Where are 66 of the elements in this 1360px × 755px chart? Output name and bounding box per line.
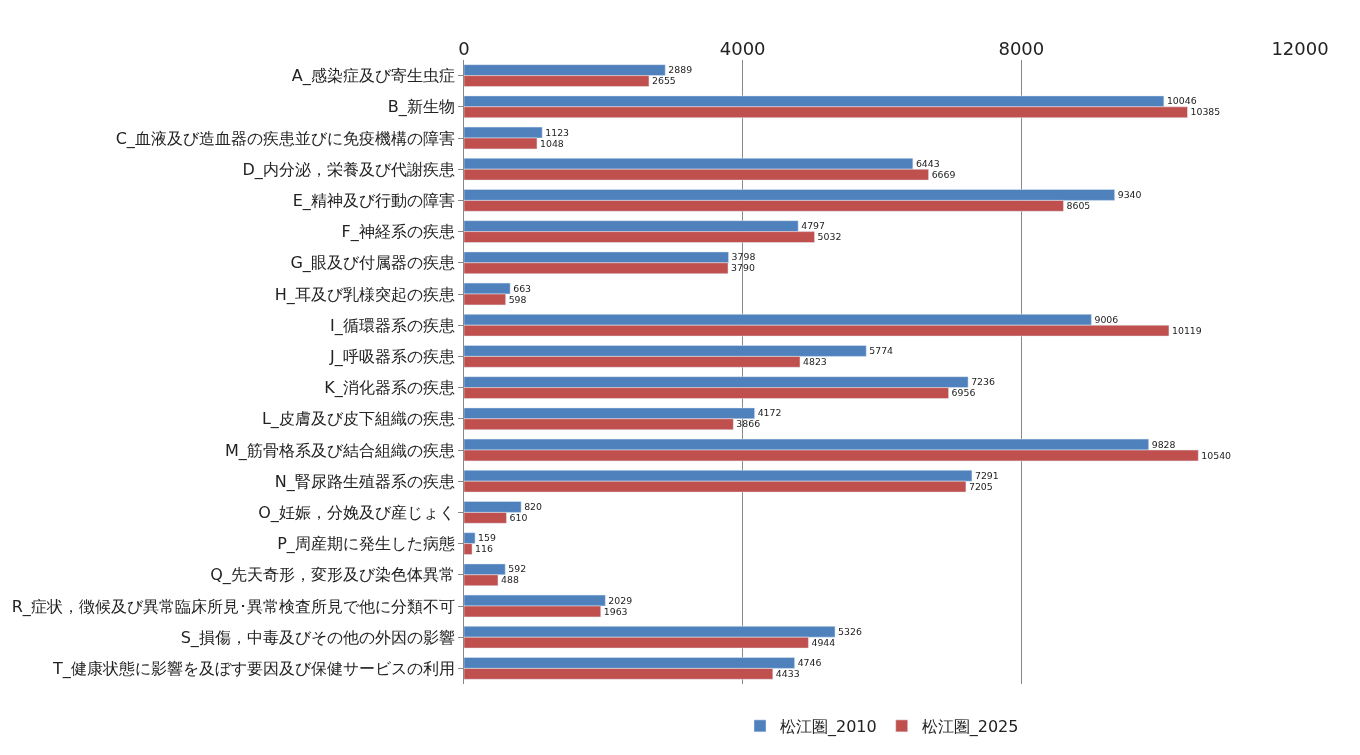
data-label: 4823 — [803, 355, 827, 367]
y-tick-label: F_神経系の疾患 — [341, 222, 455, 243]
data-label: 6669 — [931, 168, 956, 180]
x-tick-label: 4000 — [719, 38, 766, 60]
y-tick-label: H_耳及び乳様突起の疾患 — [274, 284, 455, 305]
data-label: 10119 — [1171, 324, 1202, 336]
data-label: 820 — [524, 501, 543, 513]
data-label: 488 — [501, 574, 519, 586]
y-tick-label: N_腎尿路生殖器系の疾患 — [274, 471, 455, 492]
y-tick-label: T_健康状態に影響を及ぼす要因及び保健サービスの利用 — [52, 659, 455, 679]
x-tick-label: 12000 — [1271, 38, 1329, 60]
data-label: 2029 — [608, 594, 633, 606]
data-label: 9828 — [1151, 438, 1176, 450]
legend-label: 松江圏_2010 — [780, 717, 877, 738]
data-label: 116 — [475, 543, 493, 555]
data-label: 9340 — [1117, 189, 1142, 201]
y-tick-label: C_血液及び造血器の疾患並びに免疫機構の障害 — [115, 128, 455, 149]
data-label: 598 — [508, 293, 527, 305]
y-tick-label: K_消化器系の疾患 — [324, 378, 455, 399]
data-label: 2655 — [651, 75, 676, 87]
data-label: 6443 — [915, 157, 940, 169]
data-label: 2889 — [668, 64, 693, 76]
data-label: 3798 — [731, 251, 756, 263]
data-label: 10540 — [1201, 449, 1232, 461]
legend-label: 松江圏_2025 — [921, 717, 1019, 738]
data-label: 5774 — [869, 345, 894, 357]
data-label: 5032 — [817, 231, 842, 243]
y-tick-label: G_眼及び付属器の疾患 — [290, 253, 455, 274]
y-tick-label: D_内分泌，栄養及び代謝疾患 — [242, 159, 455, 180]
data-label: 4944 — [811, 636, 836, 648]
data-label: 4746 — [797, 657, 822, 669]
data-label: 1048 — [540, 137, 564, 149]
x-tick-label: 8000 — [998, 38, 1045, 60]
data-label: 6956 — [951, 387, 976, 399]
data-label: 3866 — [736, 418, 761, 430]
y-tick-label: O_妊娠，分娩及び産じょく — [258, 503, 455, 523]
y-tick-label: J_呼吸器系の疾患 — [329, 347, 455, 367]
y-tick-label: P_周産期に発生した病態 — [277, 534, 455, 555]
data-label: 7205 — [968, 480, 993, 492]
data-label: 5326 — [838, 625, 862, 637]
y-tick-label: I_循環器系の疾患 — [330, 315, 455, 336]
data-label: 159 — [478, 532, 496, 544]
data-label: 1963 — [603, 605, 628, 617]
data-label: 3790 — [731, 262, 755, 274]
data-label: 7236 — [971, 376, 995, 388]
data-label: 8605 — [1066, 199, 1091, 211]
data-label: 663 — [513, 282, 532, 294]
y-tick-label: S_損傷，中毒及びその他の外因の影響 — [180, 627, 455, 648]
data-label: 610 — [509, 511, 528, 523]
data-label: 10385 — [1190, 106, 1221, 118]
data-label: 7291 — [974, 469, 999, 481]
y-tick-label: L_皮膚及び皮下組織の疾患 — [261, 409, 455, 430]
y-tick-label: Q_先天奇形，変形及び染色体異常 — [210, 565, 455, 586]
data-label: 9006 — [1094, 313, 1119, 325]
data-label: 1123 — [545, 126, 570, 138]
data-label: 4172 — [757, 407, 782, 419]
data-label: 10046 — [1166, 95, 1197, 107]
x-tick-label: 0 — [458, 38, 470, 60]
y-tick-label: A_感染症及び寄生虫症 — [291, 66, 455, 87]
y-tick-label: E_精神及び行動の障害 — [292, 191, 455, 211]
data-label: 4797 — [801, 220, 826, 232]
data-label: 4433 — [775, 667, 800, 679]
y-tick-label: M_筋骨格系及び結合組織の疾患 — [224, 440, 455, 461]
data-label: 592 — [508, 563, 527, 575]
y-tick-label: R_症状，徴候及び異常臨床所見･異常検査所見で他に分類不可 — [11, 596, 455, 617]
y-tick-label: B_新生物 — [387, 97, 455, 118]
